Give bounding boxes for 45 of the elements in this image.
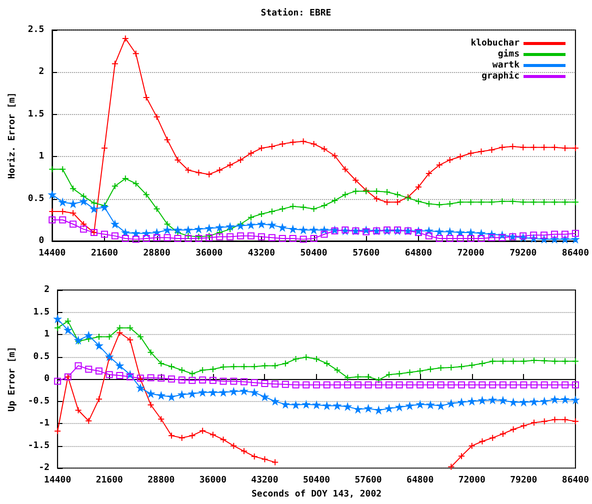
- y-tick-label: 2: [44, 285, 50, 295]
- y-tick-label: -1.5: [28, 440, 50, 451]
- x-tick-label: 64800: [406, 476, 434, 486]
- x-tick-label: 72000: [457, 248, 484, 258]
- y-tick-label: 1.5: [33, 307, 50, 318]
- x-tick-label: 50400: [300, 248, 328, 258]
- y-tick-label: 2.5: [28, 25, 44, 35]
- legend-label: klobuchar: [470, 38, 520, 48]
- y-axis-title: Horiz. Error [m]: [6, 92, 18, 179]
- y-tick-label: 0: [38, 236, 44, 246]
- x-tick-label: 79200: [510, 248, 537, 258]
- y-tick-label: 1: [44, 330, 50, 340]
- x-axis-title: Seconds of DOY 143, 2002: [251, 490, 382, 500]
- x-tick-label: 36000: [199, 476, 226, 486]
- x-tick-label: 21600: [96, 476, 123, 486]
- y-tick-label: -2: [38, 463, 50, 474]
- chart-title: Station: EBRE: [260, 8, 332, 18]
- x-tick-label: 50400: [302, 476, 330, 486]
- x-tick-label: 28800: [143, 248, 170, 258]
- y-tick-label: 1.5: [28, 109, 44, 120]
- x-tick-label: 57600: [352, 248, 380, 258]
- y-tick-label: 0: [44, 374, 50, 384]
- y-tick-label: 0.5: [28, 194, 44, 204]
- x-tick-label: 43200: [248, 248, 276, 258]
- x-tick-label: 21600: [90, 248, 118, 258]
- y-tick-label: -1: [38, 418, 50, 429]
- legend-label: graphic: [482, 70, 520, 82]
- y-tick-label: 2: [38, 67, 44, 78]
- y-tick-label: -0.5: [28, 396, 50, 406]
- x-tick-label: 64800: [404, 248, 432, 258]
- x-tick-label: 79200: [510, 476, 538, 486]
- y-tick-label: 0.5: [33, 352, 50, 362]
- x-tick-label: 43200: [251, 476, 278, 486]
- x-tick-label: 14400: [38, 248, 66, 258]
- x-tick-label: 86400: [562, 476, 589, 486]
- x-tick-label: 36000: [196, 248, 223, 258]
- x-tick-label: 28800: [148, 476, 175, 486]
- legend-label: gims: [498, 48, 520, 60]
- x-tick-label: 14400: [44, 476, 72, 486]
- x-tick-label: 72000: [458, 476, 486, 486]
- x-tick-label: 57600: [354, 476, 382, 486]
- y-axis-title: Up Error [m]: [8, 346, 18, 412]
- x-tick-label: 86400: [562, 248, 589, 258]
- y-tick-label: 1: [38, 152, 44, 162]
- legend-label: wartk: [492, 60, 520, 70]
